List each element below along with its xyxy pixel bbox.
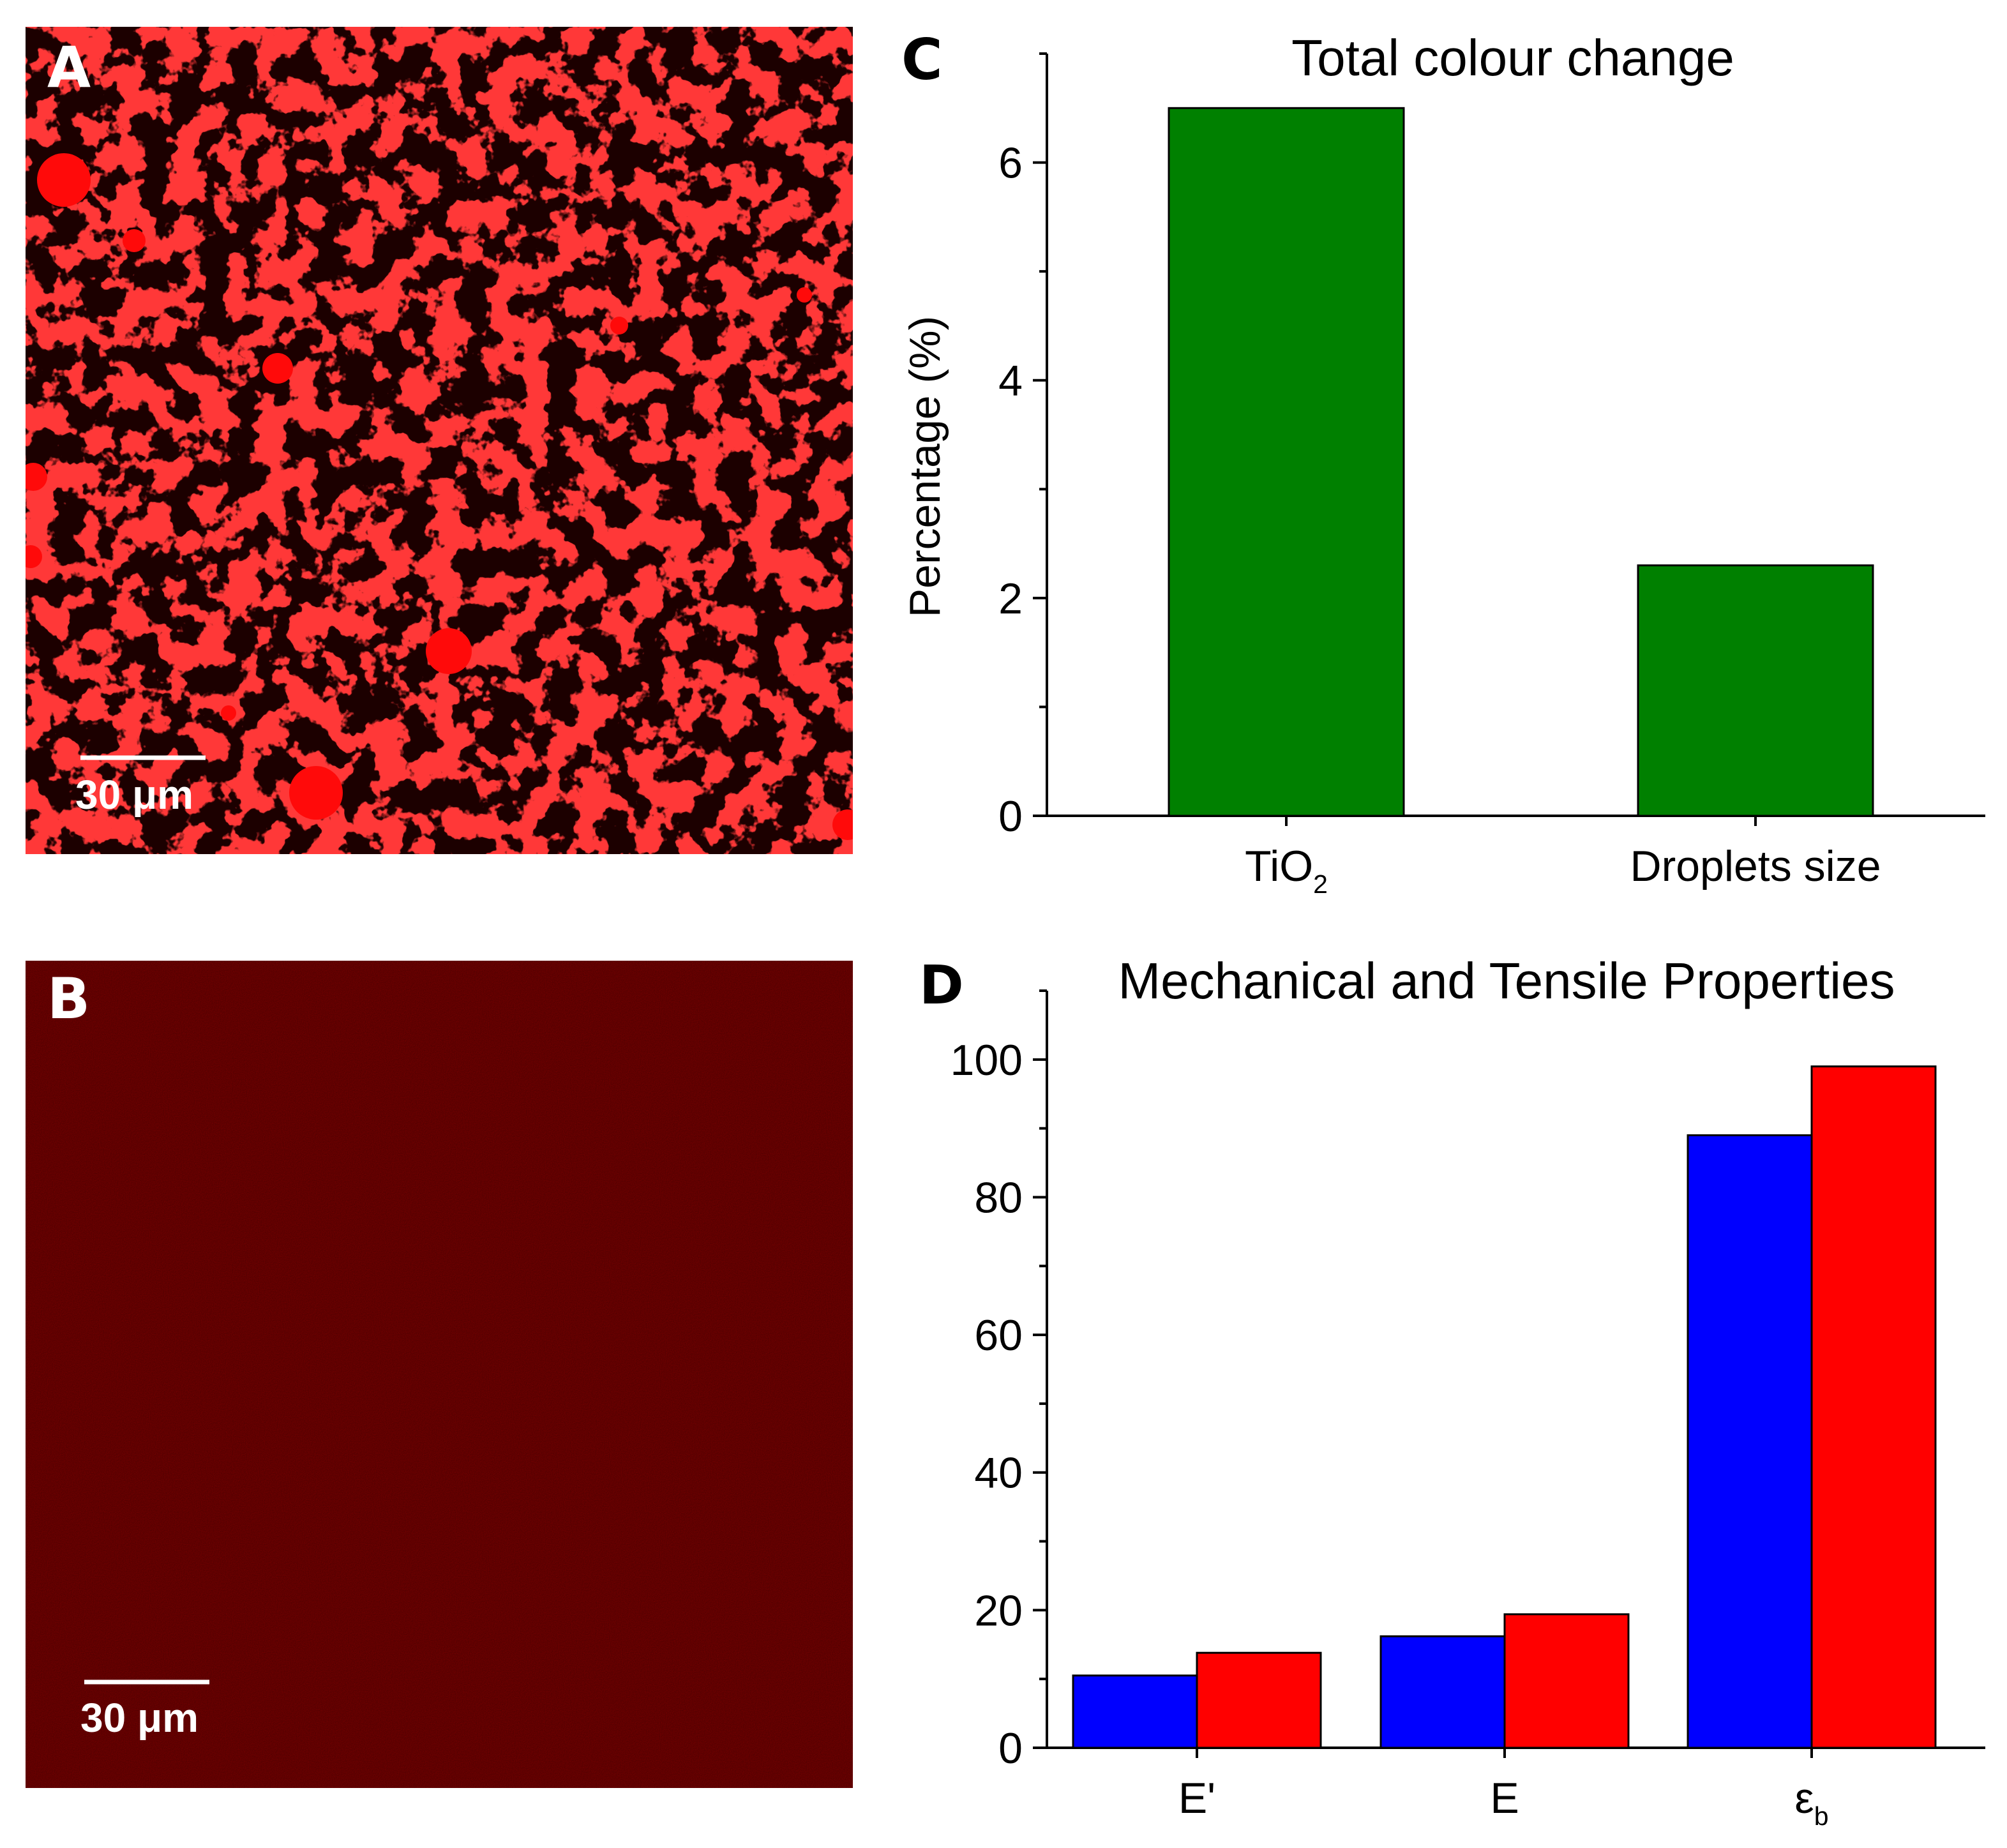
bar-red — [1503, 1613, 1630, 1749]
chart-c: 0 2 4 6 Total colour change C Percentage (%) Ti… — [901, 27, 1985, 899]
y-tick-label: 100 — [951, 1036, 1023, 1085]
particle-network — [26, 27, 853, 854]
droplet — [26, 463, 47, 491]
y-tick-label: 0 — [998, 1724, 1023, 1773]
panel-letter-a: A — [47, 34, 91, 100]
droplet — [426, 628, 472, 674]
noise-overlay — [26, 961, 853, 1788]
panel-letter-c: C — [901, 27, 943, 93]
micrograph-b: 30 μm B — [26, 961, 853, 1788]
y-tick-label: 2 — [998, 575, 1023, 623]
y-tick-label: 0 — [998, 792, 1023, 841]
micrograph-a-image: 30 μm A — [26, 27, 853, 854]
bar — [1637, 564, 1874, 817]
droplet — [289, 766, 343, 820]
droplet — [221, 705, 236, 721]
y-tick-label: 4 — [998, 357, 1023, 405]
y-axis-label: Percentage (%) — [901, 316, 949, 617]
chart-title: Total colour change — [1291, 29, 1734, 86]
droplet — [262, 353, 293, 384]
panel-letter-b: B — [47, 966, 90, 1032]
panel-letter-d: D — [919, 954, 964, 1016]
x-tick-label: E — [1490, 1774, 1519, 1822]
droplet-group — [26, 153, 853, 840]
x-tick-label: TiO2 — [1245, 842, 1328, 899]
droplet — [26, 545, 42, 568]
bar-red — [1810, 1065, 1937, 1749]
chart-d: 0 20 40 60 80 100 Mechanical and Tensile Prope… — [919, 952, 1985, 1831]
y-tick-label: 6 — [998, 139, 1023, 188]
x-tick-label: εb — [1794, 1774, 1828, 1831]
x-tick-label: E' — [1178, 1774, 1215, 1822]
scale-bar-label: 30 μm — [75, 772, 193, 818]
x-tick-label: Droplets size — [1630, 842, 1881, 890]
y-tick-label: 60 — [974, 1311, 1023, 1360]
bar-red — [1196, 1651, 1322, 1749]
bar-blue — [1687, 1134, 1813, 1749]
chart-title: Mechanical and Tensile Properties — [1118, 952, 1895, 1009]
bar-blue — [1379, 1635, 1506, 1749]
micrograph-a: 30 μm A — [26, 27, 853, 854]
droplet — [37, 153, 91, 207]
droplet — [610, 317, 628, 334]
bar — [1168, 107, 1405, 817]
y-tick-label: 20 — [974, 1586, 1023, 1635]
bar-blue — [1072, 1674, 1198, 1749]
droplet — [123, 229, 146, 252]
y-tick-label: 40 — [974, 1449, 1023, 1498]
scale-bar-label: 30 μm — [80, 1695, 199, 1741]
micrograph-b-image: 30 μm B — [26, 961, 853, 1788]
droplet — [797, 287, 812, 303]
y-tick-label: 80 — [974, 1173, 1023, 1222]
droplet — [832, 809, 853, 840]
